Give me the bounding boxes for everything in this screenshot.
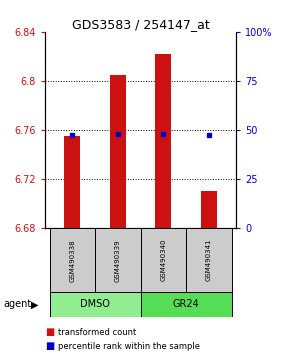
Text: DMSO: DMSO: [80, 299, 110, 309]
Bar: [50, 292, 141, 317]
Bar: [50, 228, 95, 292]
Text: ■: ■: [45, 327, 54, 337]
Text: ▶: ▶: [30, 299, 38, 309]
Bar: [186, 228, 232, 292]
Text: transformed count: transformed count: [58, 327, 136, 337]
Bar: [141, 292, 232, 317]
Bar: [64, 136, 80, 228]
Text: percentile rank within the sample: percentile rank within the sample: [58, 342, 200, 351]
Bar: [201, 192, 217, 228]
Bar: [95, 228, 141, 292]
Text: agent: agent: [3, 299, 31, 309]
Bar: [155, 54, 171, 228]
Text: GR24: GR24: [173, 299, 200, 309]
Text: GSM490338: GSM490338: [69, 239, 75, 281]
Text: ■: ■: [45, 341, 54, 351]
Text: GSM490339: GSM490339: [115, 239, 121, 281]
Text: GSM490341: GSM490341: [206, 239, 212, 281]
Bar: [141, 228, 186, 292]
Bar: [110, 75, 126, 228]
Text: GSM490340: GSM490340: [160, 239, 166, 281]
Title: GDS3583 / 254147_at: GDS3583 / 254147_at: [72, 18, 210, 31]
